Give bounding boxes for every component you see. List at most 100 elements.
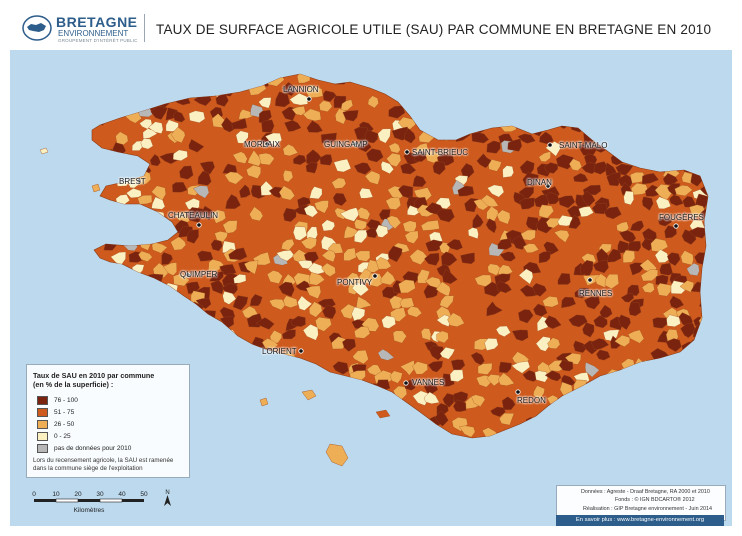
scale-tick-label: 0 xyxy=(32,491,36,498)
map-legend: Taux de SAU en 2010 par commune (en % de… xyxy=(26,364,190,478)
commune-patch xyxy=(170,236,187,251)
legend-label: 51 - 75 xyxy=(54,409,75,417)
commune-patch xyxy=(222,220,238,234)
commune-patch xyxy=(604,274,619,289)
city-marker xyxy=(298,348,304,354)
city-label-morlaix: MORLAIX xyxy=(244,140,281,149)
commune-patch xyxy=(446,239,463,251)
commune-patch xyxy=(297,295,313,311)
commune-patch xyxy=(486,140,501,154)
commune-patch xyxy=(617,174,633,187)
commune-patch xyxy=(305,161,318,174)
commune-patch xyxy=(375,224,389,238)
commune-patch xyxy=(291,106,306,116)
commune-patch xyxy=(244,260,259,275)
commune-patch xyxy=(412,361,428,375)
commune-patch xyxy=(607,248,622,263)
commune-patch xyxy=(432,161,446,175)
scale-bar: 0 10 20 30 40 50 Kilomètres N xyxy=(28,488,176,518)
commune-patch xyxy=(322,90,337,102)
commune-patch xyxy=(591,202,608,215)
commune-patch xyxy=(322,304,337,320)
commune-patch xyxy=(538,151,551,162)
commune-patch xyxy=(641,282,655,293)
commune-patch xyxy=(436,330,449,344)
scale-segment xyxy=(122,499,144,502)
commune-patch xyxy=(275,91,290,108)
commune-patch xyxy=(282,82,296,96)
commune-patch xyxy=(522,243,539,253)
commune-patch xyxy=(548,360,563,372)
commune-patch xyxy=(319,154,333,166)
commune-patch xyxy=(197,170,212,186)
commune-patch xyxy=(386,215,402,230)
commune-patch xyxy=(377,349,395,361)
commune-patch xyxy=(165,119,179,132)
commune-patch xyxy=(534,370,548,383)
commune-patch xyxy=(557,273,571,285)
city-label-lorient: LORIENT xyxy=(262,347,297,356)
commune-patch xyxy=(261,119,275,133)
commune-patch xyxy=(593,315,608,329)
commune-patch xyxy=(520,229,536,241)
commune-patch xyxy=(501,396,516,410)
commune-patch xyxy=(669,194,684,206)
commune-patch xyxy=(282,169,294,183)
commune-patch xyxy=(142,128,158,139)
commune-patch xyxy=(544,315,562,329)
commune-patch xyxy=(268,298,286,311)
commune-patch xyxy=(538,251,551,264)
commune-patch xyxy=(332,361,349,375)
scale-unit-label: Kilomètres xyxy=(74,507,105,514)
commune-patch xyxy=(233,274,247,284)
commune-patch xyxy=(614,334,631,347)
commune-patch xyxy=(380,161,394,174)
commune-patch xyxy=(496,209,511,225)
legend-note-line2: dans la commune siège de l'exploitation xyxy=(33,465,143,472)
commune-patch xyxy=(409,249,428,265)
city-marker xyxy=(352,141,358,147)
commune-patch xyxy=(436,208,455,223)
commune-patch xyxy=(210,280,224,295)
commune-patch xyxy=(499,413,515,426)
commune-patch xyxy=(532,283,547,297)
commune-patch xyxy=(669,295,684,309)
city-marker xyxy=(403,380,409,386)
commune-patch xyxy=(641,238,655,251)
city-marker xyxy=(673,223,679,229)
city-marker xyxy=(515,389,521,395)
commune-patch xyxy=(343,247,357,261)
commune-patch xyxy=(700,208,708,225)
commune-patch xyxy=(258,152,275,166)
commune-patch xyxy=(573,173,589,183)
commune-patch xyxy=(225,194,241,209)
city-label-vannes: VANNES xyxy=(412,378,445,387)
scale-bar-graphic: 0 10 20 30 40 50 Kilomètres N xyxy=(32,490,171,514)
commune-patch xyxy=(585,361,600,378)
commune-patch xyxy=(140,138,154,150)
commune-patch xyxy=(628,301,642,317)
commune-patch xyxy=(162,262,177,276)
commune-patch xyxy=(389,370,403,384)
commune-patch xyxy=(590,338,610,351)
website-link[interactable]: En savoir plus : www.bretagne-environnem… xyxy=(556,515,724,526)
commune-patch xyxy=(179,165,194,180)
commune-patch xyxy=(425,239,445,252)
commune-patch xyxy=(258,97,272,109)
island-shape xyxy=(375,409,391,419)
commune-patch xyxy=(249,294,263,306)
commune-patch xyxy=(558,195,576,209)
commune-patch xyxy=(603,206,622,220)
city-marker xyxy=(136,178,142,184)
commune-patch xyxy=(353,162,372,175)
commune-patch xyxy=(486,301,503,317)
commune-patch xyxy=(137,194,153,205)
commune-patch xyxy=(417,269,430,284)
legend-item-51-75: 51 - 75 xyxy=(37,408,74,417)
scale-tick-label: 20 xyxy=(74,491,82,498)
commune-patch xyxy=(340,207,360,222)
commune-patch xyxy=(380,270,396,286)
city-label-pontivy: PONTIVY xyxy=(337,278,373,287)
commune-patch xyxy=(584,296,600,310)
